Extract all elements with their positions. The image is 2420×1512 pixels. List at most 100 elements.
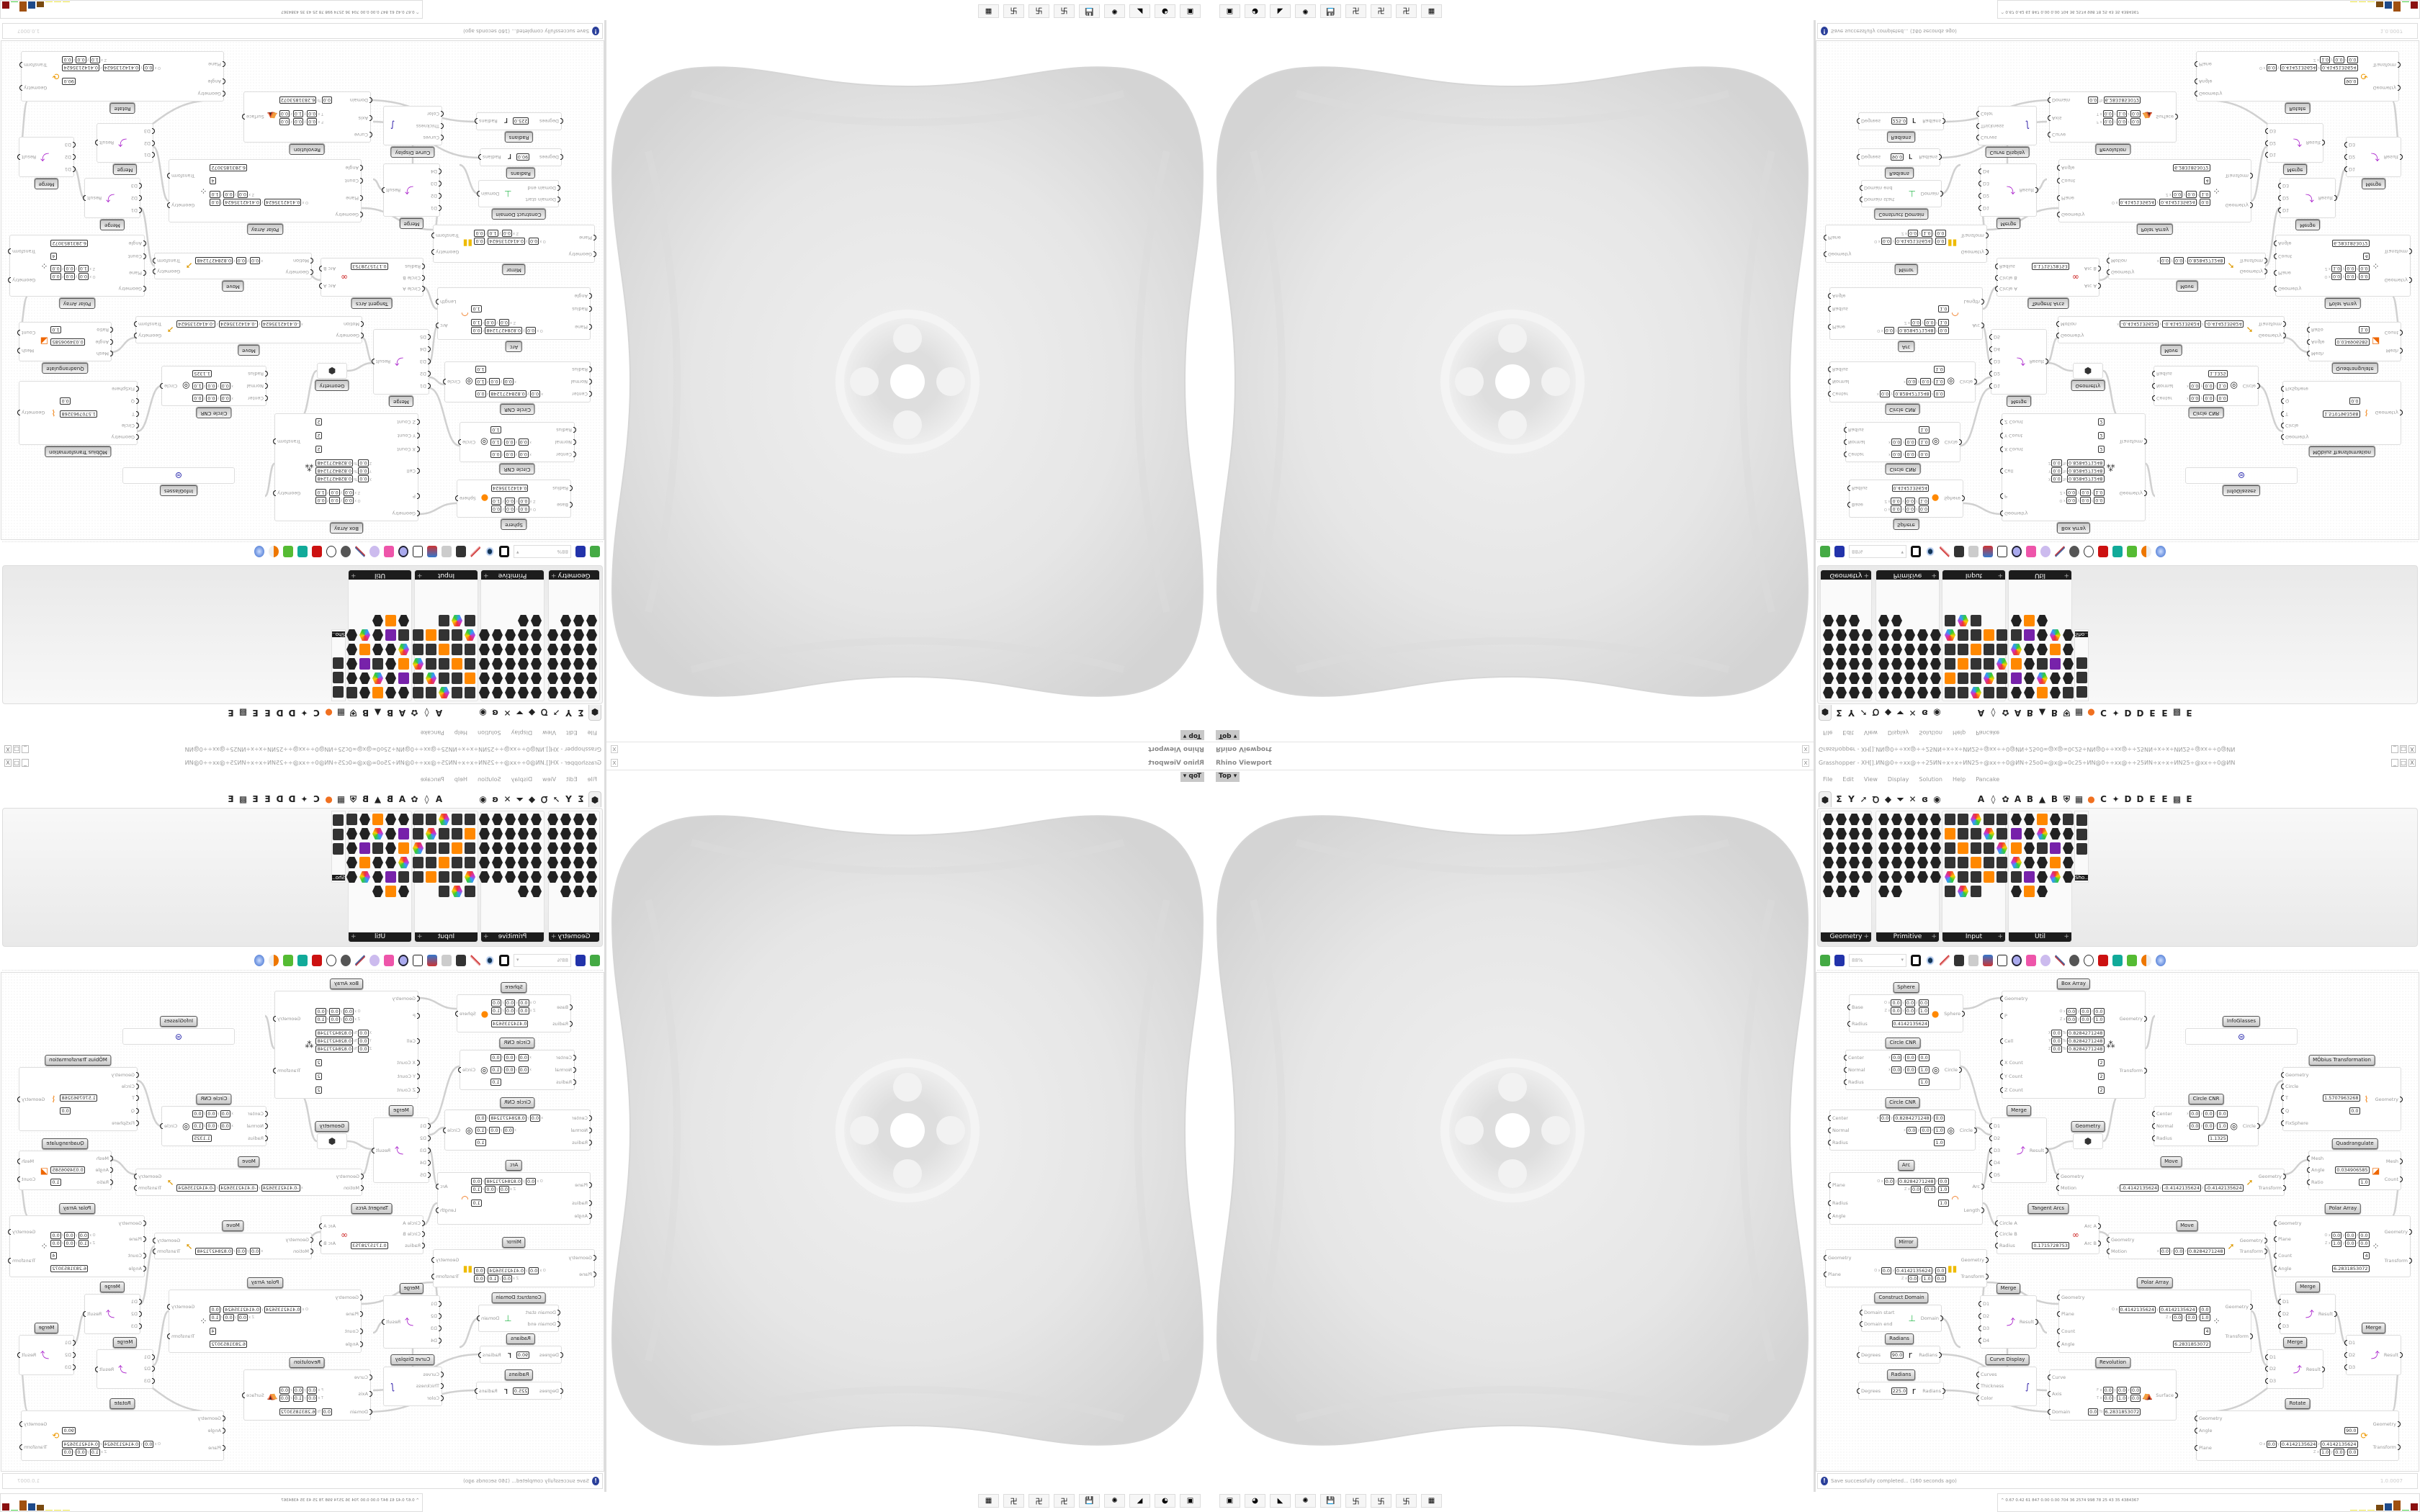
input-radius[interactable]: Radius 0.4142135624 bbox=[1847, 1020, 1930, 1027]
wireframe-icon[interactable] bbox=[326, 546, 336, 558]
component-icon[interactable] bbox=[479, 629, 490, 641]
component-icon[interactable] bbox=[1891, 615, 1902, 626]
input-d1[interactable]: D1 bbox=[1994, 384, 2015, 390]
input-thickness[interactable]: Thickness bbox=[1981, 123, 2021, 129]
node-title-merge3[interactable]: Merge bbox=[100, 220, 125, 230]
value-field[interactable]: 0.0 bbox=[2359, 1231, 2370, 1239]
input-ratio[interactable]: Ratio 1.0 bbox=[50, 326, 109, 334]
component-icon[interactable] bbox=[1971, 842, 1981, 854]
value-field[interactable]: 0.0 bbox=[2190, 382, 2200, 390]
value-field[interactable]: 0.0 bbox=[519, 999, 529, 1007]
component-icon[interactable] bbox=[492, 672, 503, 684]
input-angle[interactable]: Angle bbox=[1832, 293, 1949, 299]
render-icon[interactable] bbox=[341, 954, 351, 966]
component-icon[interactable] bbox=[398, 629, 409, 641]
node-arc[interactable]: Plane O x 0.0 y 0.8284271248 z 0.0 Z x 0.0 y 0.0 z 1… bbox=[437, 287, 591, 340]
node-title-boxarray[interactable]: Box Array bbox=[2056, 978, 2091, 989]
value-field[interactable]: 0.0 bbox=[1891, 1054, 1902, 1062]
output-transform[interactable]: Transform bbox=[2120, 438, 2143, 444]
input-d5[interactable]: D5 bbox=[405, 335, 426, 341]
value-field[interactable]: 0.0 bbox=[206, 394, 217, 402]
component-icon[interactable] bbox=[372, 644, 383, 655]
menu-solution[interactable]: Solution bbox=[1919, 776, 1942, 783]
value-field[interactable]: 0.0 bbox=[2102, 110, 2113, 118]
input-angle[interactable]: Angle 6.2831853072 bbox=[210, 1340, 359, 1348]
menu-file[interactable]: File bbox=[587, 729, 597, 736]
input-motion[interactable]: Motion x -0.4142135624 y -0.4142135624 z -0.41… bbox=[2061, 320, 2244, 328]
component-icon[interactable] bbox=[1823, 615, 1834, 626]
value-field[interactable]: 1.0 bbox=[1918, 1007, 1930, 1014]
output-transform[interactable]: Transform bbox=[2373, 1444, 2401, 1450]
menu-display[interactable]: Display bbox=[1887, 776, 1909, 783]
input-geometry[interactable]: Geometry bbox=[474, 252, 592, 258]
node-title-mirror[interactable]: Mirror bbox=[1894, 264, 1918, 275]
input-domain[interactable]: Domain 0.0 To 6.2831853072 bbox=[279, 1408, 368, 1416]
node-geometry[interactable]: ⬢ bbox=[2073, 1133, 2103, 1149]
component-icon[interactable] bbox=[518, 615, 529, 626]
node-title-quad[interactable]: Quadrangulate bbox=[42, 363, 89, 374]
output-radians[interactable]: Radians bbox=[479, 1388, 498, 1394]
output-geometry[interactable]: Geometry bbox=[171, 1304, 194, 1310]
input-d2[interactable]: D2 bbox=[51, 1352, 71, 1358]
package-icon[interactable] bbox=[2026, 546, 2036, 558]
output-transform[interactable]: Transform bbox=[436, 1274, 459, 1279]
input-d2[interactable]: D2 bbox=[405, 1135, 426, 1141]
component-icon[interactable] bbox=[372, 687, 383, 698]
calculator-icon[interactable]: ▦ bbox=[978, 1494, 999, 1508]
menu-display[interactable]: Display bbox=[1887, 729, 1909, 736]
component-icon[interactable] bbox=[2050, 644, 2061, 655]
component-icon[interactable] bbox=[518, 672, 529, 684]
preview-eye-icon[interactable] bbox=[485, 954, 495, 966]
node-title-move2[interactable]: Move bbox=[222, 281, 244, 292]
component-icon[interactable] bbox=[518, 687, 529, 698]
output-circle[interactable]: Circle bbox=[1960, 379, 1973, 385]
component-icon[interactable] bbox=[1836, 828, 1847, 840]
value-field[interactable]: 0.0 bbox=[504, 498, 516, 505]
component-icon[interactable] bbox=[1836, 871, 1847, 883]
component-icon[interactable] bbox=[346, 828, 357, 840]
component-icon[interactable] bbox=[1945, 615, 1955, 626]
value-field[interactable]: 0.0 bbox=[1906, 1126, 1917, 1134]
component-icon[interactable] bbox=[465, 687, 475, 698]
component-icon[interactable] bbox=[1891, 886, 1902, 897]
input-geometry[interactable]: Geometry bbox=[62, 91, 221, 96]
component-icon[interactable] bbox=[385, 644, 396, 655]
preview-eye-icon[interactable] bbox=[485, 546, 495, 558]
component-icon[interactable] bbox=[1971, 672, 1981, 684]
node-sphere[interactable]: Base O x 0.0 y 0.0 z 0.0 Z x 0.0 y 0.0 z 1.0 Radius 0.… bbox=[1847, 994, 1965, 1032]
value-field[interactable]: 1.0 bbox=[292, 1394, 304, 1402]
input-center[interactable]: Center x 0.0 y 0.0 z 0.0 bbox=[192, 394, 264, 402]
input-geometry[interactable]: Geometry bbox=[195, 269, 309, 275]
output-geometry[interactable]: Geometry bbox=[157, 1238, 180, 1243]
value-field[interactable]: 1.0 bbox=[2217, 382, 2228, 390]
value-field[interactable]: 0.0 bbox=[2345, 1239, 2356, 1247]
node-quad[interactable]: Mesh Angle 0.034906585 Ratio 1.0 ◪ Mesh Count bbox=[2308, 322, 2401, 361]
component-icon[interactable] bbox=[1878, 672, 1889, 684]
component-icon[interactable] bbox=[2063, 828, 2074, 840]
value-field[interactable]: 0.8284271248 bbox=[2067, 467, 2105, 474]
input-motion[interactable]: Motion x 0.0 y 0.0 z 0.8284271248 bbox=[2107, 1247, 2225, 1255]
value-field[interactable]: 0.1715728753 bbox=[351, 1242, 388, 1250]
component-icon[interactable] bbox=[479, 842, 490, 854]
node-title-arc[interactable]: Arc bbox=[505, 1160, 523, 1171]
value-field[interactable]: 0.0 bbox=[475, 390, 486, 398]
component-icon[interactable] bbox=[346, 687, 357, 698]
input-plane[interactable]: Plane O x 0.0 y 0.4142135624 z 0.4142135624 Z x… bbox=[62, 1440, 221, 1456]
menu-solution[interactable]: Solution bbox=[1919, 729, 1942, 736]
calculator-icon[interactable]: ▦ bbox=[1421, 1494, 1442, 1508]
component-icon[interactable] bbox=[1904, 871, 1915, 883]
node-infoglasses[interactable]: ⊜ bbox=[2185, 467, 2298, 484]
value-field[interactable]: 0.0 bbox=[2159, 257, 2171, 265]
output-count[interactable]: Count bbox=[2385, 330, 2398, 336]
input-d3[interactable]: D3 bbox=[129, 1378, 151, 1384]
node-title-sphere[interactable]: Sphere bbox=[1893, 519, 1919, 530]
component-icon[interactable] bbox=[1849, 857, 1860, 868]
node-title-circle1[interactable]: Circle CNR bbox=[1885, 464, 1921, 474]
panel-label[interactable]: Util bbox=[2009, 932, 2071, 942]
shaded-icon[interactable] bbox=[2098, 546, 2108, 558]
component-icon[interactable] bbox=[413, 857, 424, 868]
node-infoglasses[interactable]: ⊜ bbox=[122, 1028, 235, 1045]
node-title-boxarray[interactable]: Box Array bbox=[329, 523, 364, 534]
bake-icon[interactable] bbox=[1954, 546, 1964, 558]
component-icon[interactable] bbox=[560, 629, 571, 641]
